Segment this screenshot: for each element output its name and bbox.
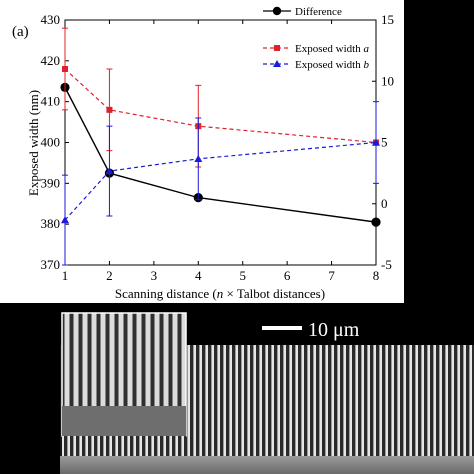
y-left-tick-label: 420 xyxy=(41,53,61,68)
x-tick-label: 1 xyxy=(62,268,69,283)
data-point xyxy=(105,167,114,175)
grating-lines xyxy=(186,345,474,457)
x-tick-label: 5 xyxy=(239,268,246,283)
series-exposed-width-b xyxy=(61,101,380,266)
x-tick-label: 2 xyxy=(106,268,113,283)
data-point xyxy=(62,66,68,72)
y-axis-left-ticks: 370 380 390 400 410 420 430 xyxy=(41,12,69,272)
legend-label-exposed-width-b: Exposed width b xyxy=(295,59,369,71)
y-right-tick-label: -5 xyxy=(381,257,392,272)
series-line xyxy=(64,141,377,221)
data-point xyxy=(371,217,381,227)
x-tick-label: 6 xyxy=(284,268,291,283)
panel-label: (a) xyxy=(12,24,29,40)
y-left-tick-label: 390 xyxy=(41,175,61,190)
legend-entry-exposed-width-a: Exposed width a xyxy=(263,43,369,55)
scale-bar xyxy=(262,326,302,330)
y-left-tick-label: 400 xyxy=(41,135,61,150)
y-left-tick-label: 370 xyxy=(41,257,61,272)
x-tick-label: 3 xyxy=(151,268,158,283)
legend-label-exposed-width-a: Exposed width a xyxy=(295,43,369,55)
legend-entry-difference: Difference xyxy=(263,6,342,18)
x-axis-label: Scanning distance (n × Talbot distances) xyxy=(115,286,325,301)
x-tick-label: 7 xyxy=(328,268,335,283)
y-right-tick-label: 10 xyxy=(381,73,394,88)
x-tick-label: 4 xyxy=(195,268,202,283)
legend-label-difference: Difference xyxy=(295,6,342,18)
zoom-inset xyxy=(61,312,187,456)
x-tick-label: 8 xyxy=(373,268,380,283)
data-point xyxy=(194,154,203,163)
legend-entry-exposed-width-b: Exposed width b xyxy=(263,59,369,71)
y-axis-right-ticks: -5 0 5 10 15 xyxy=(372,12,394,272)
data-point xyxy=(61,216,69,224)
y-left-tick-label: 430 xyxy=(41,12,61,27)
data-point xyxy=(106,106,113,113)
scale-bar-label: 10 μm xyxy=(308,319,360,341)
legend: Difference Exposed width a Exposed width… xyxy=(263,6,369,71)
series-line xyxy=(64,87,377,223)
y-axis-right-label: Exposed width difference (%) xyxy=(405,65,420,221)
y-left-tick-label: 380 xyxy=(41,216,61,231)
chart-panel xyxy=(0,0,404,303)
y-right-tick-label: 0 xyxy=(381,196,388,211)
series-layer xyxy=(60,27,381,266)
y-axis-left-label: Exposed width (nm) xyxy=(26,90,41,196)
y-right-tick-label: 15 xyxy=(381,12,394,27)
x-axis-ticks: 1 2 3 4 5 6 7 8 xyxy=(62,20,380,283)
data-point xyxy=(372,138,380,146)
grating-base xyxy=(60,456,474,474)
series-line xyxy=(64,68,377,144)
sem-image: 10 μm xyxy=(60,312,474,474)
y-right-tick-label: 5 xyxy=(381,135,388,150)
y-left-tick-label: 410 xyxy=(41,94,61,109)
